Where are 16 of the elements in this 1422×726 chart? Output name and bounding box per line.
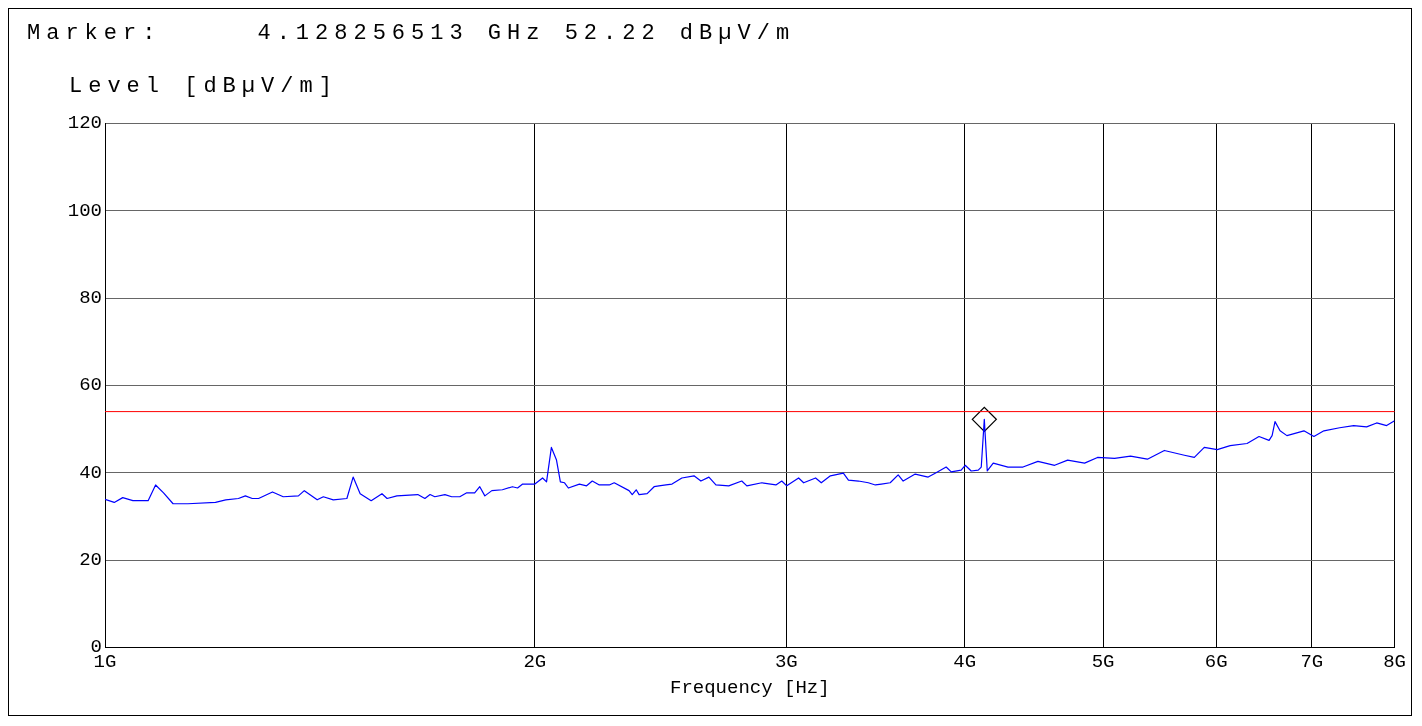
y-tick-label: 40 [79,461,102,484]
x-tick-label: 3G [774,650,798,673]
y-tick-label: 60 [79,374,102,397]
x-axis-title: Frequency [Hz] [669,676,830,699]
x-tick-label: 2G [523,650,547,673]
y-tick-label: 120 [67,112,102,135]
y-tick-label: 20 [79,549,102,572]
x-tick-label: 8G [1383,650,1406,673]
y-tick-label: 100 [67,199,102,222]
x-tick-label: 4G [953,650,977,673]
x-tick-label: 6G [1204,650,1228,673]
chart-title: Marker: 4.128256513 GHz 52.22 dBµV/m [26,20,797,46]
y-axis-title: Level [dBµV/m] [68,73,339,99]
x-tick-label: 5G [1091,650,1115,673]
y-tick-label: 80 [79,287,102,310]
x-tick-label: 7G [1300,650,1324,673]
